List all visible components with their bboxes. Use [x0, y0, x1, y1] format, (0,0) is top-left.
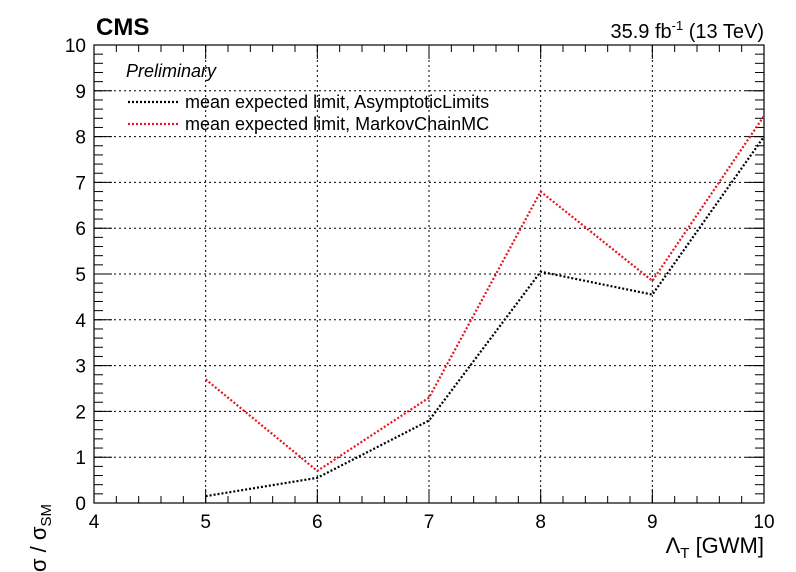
- x-axis-title-main: Λ: [666, 533, 681, 558]
- lumi-exponent: -1: [672, 18, 684, 33]
- axis-ticks: [93, 44, 765, 504]
- y-axis-title-sub: SM: [38, 504, 55, 527]
- y-tick-label: 10: [65, 36, 86, 57]
- x-tick-label: 10: [753, 512, 774, 533]
- energy-value: (13 TeV): [683, 21, 764, 43]
- legend-label-asymptotic: mean expected limit, AsymptoticLimits: [185, 92, 489, 112]
- x-tick-label: 7: [424, 512, 435, 533]
- legend: mean expected limit, AsymptoticLimits me…: [128, 92, 489, 134]
- x-axis-title-rest: [GWM]: [689, 533, 764, 558]
- x-axis-title-sub: T: [680, 545, 689, 562]
- x-tick-label: 8: [535, 512, 546, 533]
- x-tick-label: 6: [312, 512, 323, 533]
- y-axis-title: 95% upper limit on σ / σSM: [26, 504, 55, 572]
- y-tick-label: 7: [75, 173, 86, 194]
- y-tick-label: 1: [75, 448, 86, 469]
- x-tick-label: 5: [200, 512, 211, 533]
- series-line-markov: [204, 115, 765, 473]
- lumi-label: 35.9 fb-1 (13 TeV): [610, 18, 764, 43]
- series-line-asymptotic: [205, 135, 765, 498]
- y-tick-label: 6: [75, 219, 86, 240]
- legend-label-markov: mean expected limit, MarkovChainMC: [185, 114, 489, 134]
- y-tick-label: 0: [75, 494, 86, 515]
- x-tick-label: 4: [89, 512, 100, 533]
- x-tick-label: 9: [647, 512, 658, 533]
- lumi-value: 35.9 fb: [610, 21, 671, 43]
- y-tick-label: 9: [75, 82, 86, 103]
- grid-lines: [94, 45, 764, 503]
- x-tick-labels: 4 5 6 7 8 9 10: [89, 512, 775, 533]
- series-lines: [204, 115, 765, 498]
- y-tick-label: 3: [75, 357, 86, 378]
- status-label: Preliminary: [126, 61, 217, 81]
- y-tick-label: 5: [75, 265, 86, 286]
- y-axis-title-main: 95% upper limit on σ / σ: [26, 526, 51, 572]
- y-tick-label: 8: [75, 128, 86, 149]
- experiment-label: CMS: [96, 14, 149, 41]
- y-tick-label: 4: [75, 311, 86, 332]
- y-tick-label: 2: [75, 402, 86, 423]
- y-tick-labels: 0 1 2 3 4 5 6 7 8 9 10: [65, 36, 87, 515]
- x-axis-title: ΛT [GWM]: [666, 533, 764, 562]
